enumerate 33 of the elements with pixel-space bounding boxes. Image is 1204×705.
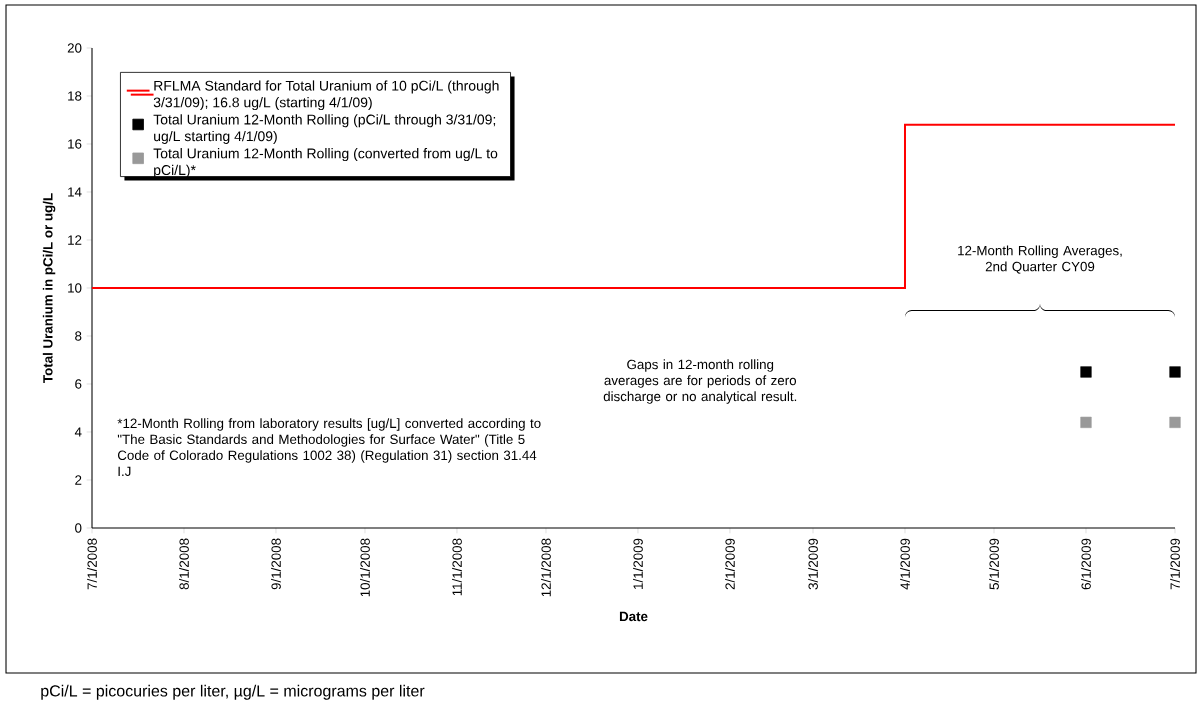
x-tick-label: 8/1/2008	[179, 538, 189, 590]
x-tick-label: 10/1/2008	[360, 538, 370, 597]
x-tick-label: 11/1/2008	[452, 538, 462, 596]
y-tick-label: 0	[75, 523, 82, 533]
x-axis-title: Date	[619, 611, 648, 622]
x-tick-label: 9/1/2008	[271, 538, 281, 590]
y-tick-label: 2	[75, 475, 82, 485]
y-tick-label: 12	[68, 235, 82, 245]
y-tick-label: 4	[74, 427, 82, 437]
x-tick-label: 1/1/2009	[633, 538, 643, 589]
y-tick-label: 14	[68, 187, 82, 197]
y-tick-label: 10	[68, 283, 82, 293]
annotation: 12-Month Rolling Averages, 2nd Quarter CY09	[958, 245, 1122, 274]
x-tick-label: 12/1/2008	[541, 538, 551, 597]
x-tick-label: 7/1/2009	[1170, 538, 1180, 590]
annotation: Gaps in 12-month rolling averages are for periods of zero discharge or no analytical result.	[603, 359, 797, 404]
y-tick-label: 16	[68, 139, 82, 149]
legend-label: RFLMA Standard for Total Uranium of 10 pCi/L (through 3/31/09); 16.8 ug/L (starting 4/1/09)	[153, 80, 499, 111]
x-tick-label: 2/1/2009	[725, 538, 735, 590]
y-axis-title: Total Uranium in pCi/L or ug/L	[42, 193, 56, 383]
x-tick-label: 3/1/2009	[808, 538, 818, 590]
y-tick-label: 6	[75, 379, 82, 389]
x-tick-label: 4/1/2009	[900, 538, 910, 590]
text: pCi/L = picocuries per liter, µg/L = micrograms per liter	[41, 684, 425, 700]
x-tick-label: 5/1/2009	[989, 538, 999, 590]
y-tick-label: 8	[75, 331, 82, 341]
annotation: *12-Month Rolling from laboratory results [ug/L] converted according to "The Basic Standards and Methodologies for Surface Water" (Title 5 Code of Colorado Regulations 1002 38) (Regulation 31) section 31.44 I.J	[117, 418, 541, 477]
x-tick-label: 6/1/2009	[1081, 538, 1091, 590]
y-tick-label: 20	[67, 43, 82, 53]
y-tick-label: 18	[68, 91, 82, 101]
x-tick-label: 7/1/2008	[87, 538, 97, 590]
legend-label: Total Uranium 12-Month Rolling (converted from ug/L to pCi/L)*	[153, 148, 498, 178]
legend-label: Total Uranium 12-Month Rolling (pCi/L through 3/31/09; ug/L starting 4/1/09)	[153, 114, 496, 144]
